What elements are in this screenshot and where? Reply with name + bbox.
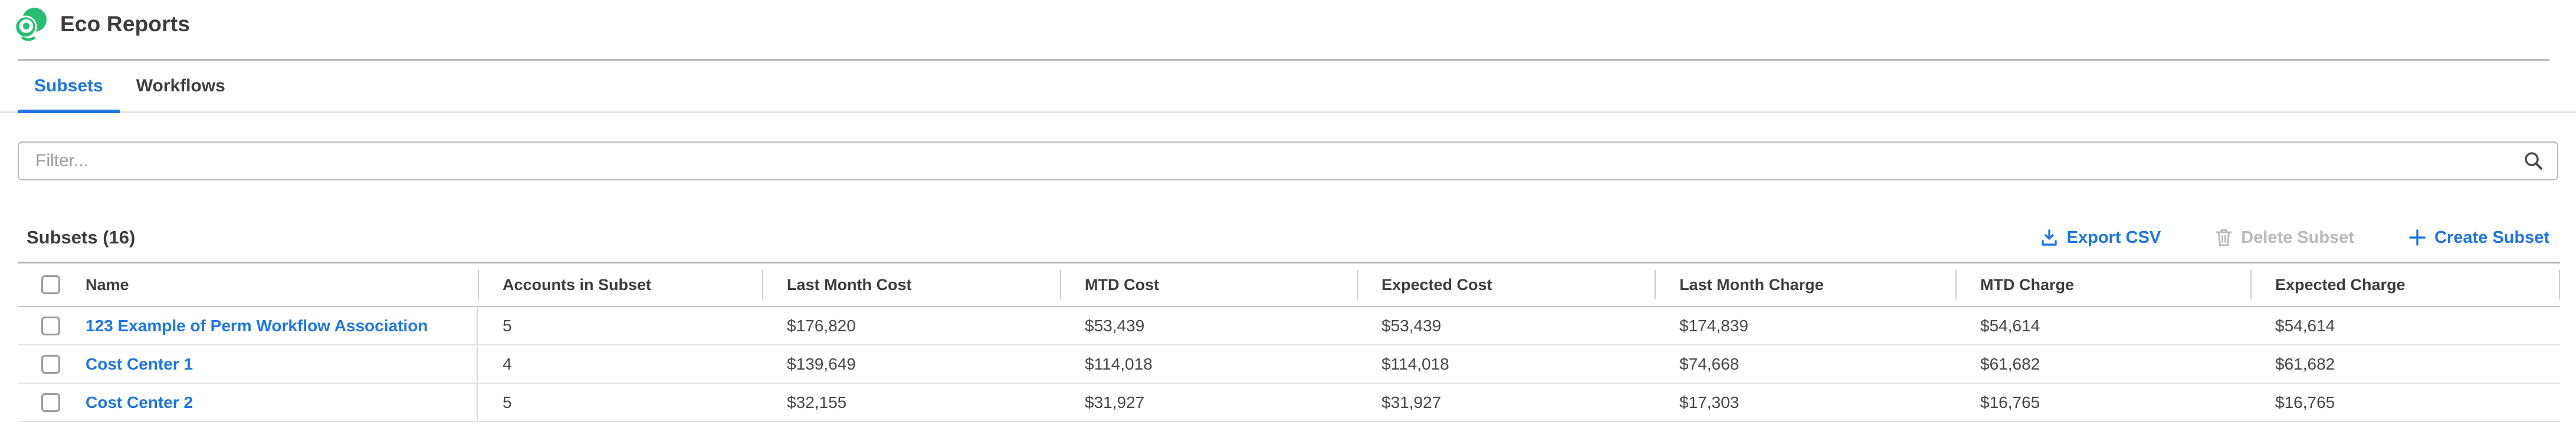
page-title: Eco Reports: [60, 12, 191, 36]
name-cell: Cost Center 1: [18, 345, 478, 383]
column-header-mtd-cost: MTD Cost: [1060, 263, 1357, 306]
create-subset-label: Create Subset: [2434, 228, 2549, 247]
row-checkbox[interactable]: [41, 354, 60, 374]
filter-container: [18, 141, 2558, 180]
column-header-last-month-charge: Last Month Charge: [1655, 263, 1955, 306]
plus-icon: [2409, 229, 2426, 246]
expected-charge-cell: $61,682: [2275, 354, 2335, 373]
download-icon: [2041, 229, 2057, 246]
subsets-heading: Subsets (16): [27, 227, 136, 248]
subsets-toolbar: Subsets (16) Export CSV Delete Subset Cr…: [27, 225, 2549, 250]
last-month-charge-cell: $74,668: [1679, 354, 1740, 373]
row-checkbox[interactable]: [41, 316, 60, 335]
tab-subsets[interactable]: Subsets: [18, 61, 120, 113]
subset-link[interactable]: Cost Center 2: [86, 393, 193, 411]
subset-link[interactable]: 123 Example of Perm Workflow Association: [86, 316, 428, 335]
table-row: 123 Example of Perm Workflow Association…: [18, 307, 2560, 345]
delete-subset-button[interactable]: Delete Subset: [2215, 228, 2354, 248]
accounts-cell: 4: [503, 354, 512, 373]
column-header-last-month-cost: Last Month Cost: [762, 263, 1060, 306]
mtd-charge-cell: $16,765: [1980, 393, 2040, 411]
last-month-charge-cell: $174,839: [1679, 316, 1748, 335]
header-divider: [18, 59, 2549, 61]
column-header-mtd-charge: MTD Charge: [1955, 263, 2250, 306]
filter-input[interactable]: [18, 141, 2558, 180]
create-subset-button[interactable]: Create Subset: [2408, 228, 2549, 248]
expected-cost-cell: $31,927: [1381, 393, 1442, 411]
mtd-cost-cell: $53,439: [1085, 316, 1145, 335]
mtd-charge-cell: $61,682: [1980, 354, 2040, 373]
subset-link[interactable]: Cost Center 1: [86, 354, 193, 373]
last-month-charge-cell: $17,303: [1679, 393, 1740, 411]
mtd-cost-cell: $31,927: [1085, 393, 1145, 411]
select-all-checkbox[interactable]: [41, 275, 60, 294]
mtd-cost-cell: $114,018: [1085, 354, 1153, 373]
column-header-expected-cost: Expected Cost: [1357, 263, 1655, 306]
export-csv-button[interactable]: Export CSV: [2040, 228, 2161, 248]
expected-charge-cell: $16,765: [2275, 393, 2335, 411]
export-csv-label: Export CSV: [2066, 228, 2161, 247]
expected-charge-cell: $54,614: [2275, 316, 2335, 335]
last-month-cost-cell: $139,649: [787, 354, 856, 373]
delete-subset-label: Delete Subset: [2241, 228, 2354, 247]
tab-workflows[interactable]: Workflows: [136, 76, 225, 95]
trash-icon: [2216, 229, 2232, 246]
row-checkbox[interactable]: [41, 393, 60, 412]
name-cell: Cost Center 2: [18, 384, 478, 421]
column-header-name: Name: [18, 263, 478, 306]
expected-cost-cell: $53,439: [1381, 316, 1442, 335]
table-row: Cost Center 2 5 $32,155 $31,927 $31,927 …: [18, 384, 2560, 422]
mtd-charge-cell: $54,614: [1980, 316, 2040, 335]
expected-cost-cell: $114,018: [1381, 354, 1449, 373]
brand-swirl-icon: [14, 8, 47, 41]
name-cell: 123 Example of Perm Workflow Association: [18, 307, 478, 344]
subsets-table: Name Accounts in Subset Last Month Cost …: [18, 262, 2560, 422]
table-header-row: Name Accounts in Subset Last Month Cost …: [18, 263, 2560, 307]
header-label-name: Name: [86, 275, 129, 294]
column-header-expected-charge: Expected Charge: [2250, 263, 2560, 306]
search-icon: [2525, 152, 2542, 170]
last-month-cost-cell: $32,155: [787, 393, 847, 411]
table-row: Cost Center 1 4 $139,649 $114,018 $114,0…: [18, 345, 2560, 384]
accounts-cell: 5: [503, 393, 512, 411]
toolbar-actions: Export CSV Delete Subset Create Subset: [2040, 228, 2549, 248]
app-header: Eco Reports: [0, 0, 2576, 59]
tab-bar: Subsets Workflows: [0, 61, 2576, 113]
column-header-accounts-in-subset: Accounts in Subset: [478, 263, 762, 306]
last-month-cost-cell: $176,820: [787, 316, 856, 335]
accounts-cell: 5: [503, 316, 512, 335]
